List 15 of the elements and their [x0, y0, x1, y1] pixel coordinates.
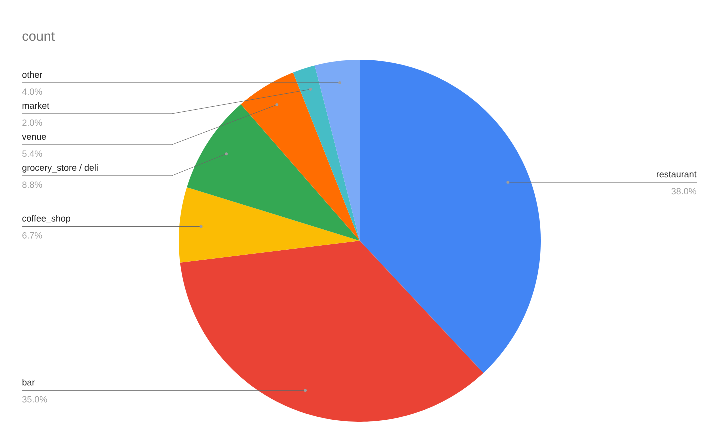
slice-label: market	[22, 102, 50, 110]
slice-label: coffee_shop	[22, 215, 71, 224]
data-label: 6.7%	[22, 232, 42, 239]
data-label: 8.8%	[22, 182, 42, 188]
data-label: 5.4%	[22, 150, 42, 158]
slice-label: restaurant	[657, 172, 697, 178]
chart-title: count	[22, 32, 56, 42]
data-label: 2.0%	[22, 120, 42, 126]
data-label: 35.0%	[22, 396, 48, 403]
data-label: 4.0%	[22, 88, 42, 96]
slice-label: grocery_store / deli	[22, 164, 98, 173]
slice-label: bar	[22, 379, 36, 386]
data-label: 38.0%	[672, 188, 696, 195]
slice-label: other	[22, 71, 42, 78]
slice-label: venue	[22, 135, 46, 140]
